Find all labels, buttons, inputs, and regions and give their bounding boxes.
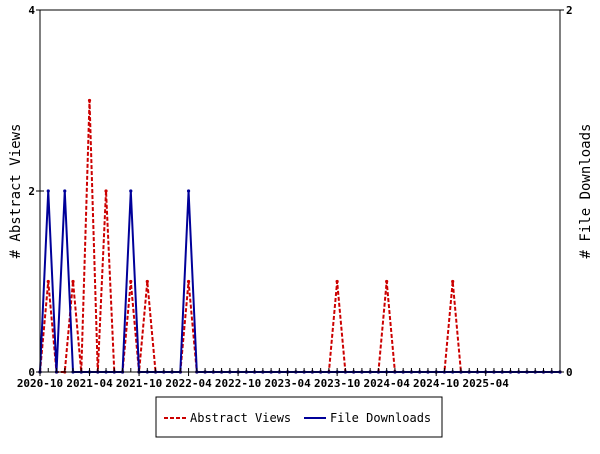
data-point: [71, 279, 75, 284]
data-point: [104, 189, 108, 193]
y-left-tick-label: 2: [28, 185, 35, 198]
series-line-2: [39, 190, 560, 373]
legend-label: Abstract Views: [190, 411, 291, 425]
x-tick-label: 2021-10: [116, 377, 162, 390]
data-point: [186, 279, 191, 284]
y-axis-right-title: # File Downloads: [578, 124, 594, 259]
y-left-tick-label: 4: [28, 4, 35, 17]
data-point: [385, 279, 389, 284]
data-point: [46, 189, 50, 193]
plot-frame: [39, 9, 561, 373]
series-line-1: [39, 100, 560, 373]
data-point: [335, 279, 339, 284]
plot-border: [39, 9, 561, 373]
x-tick-label: 2022-10: [215, 377, 261, 390]
legend-label: File Downloads: [330, 411, 431, 425]
x-tick-label: 2021-04: [66, 377, 113, 390]
x-tick-label: 2025-04: [463, 377, 510, 390]
data-point: [145, 279, 149, 284]
y-axis-left-title: # Abstract Views: [8, 124, 24, 259]
y-right-tick-label: 0: [566, 366, 573, 379]
data-point: [46, 279, 50, 284]
x-tick-label: 2022-04: [165, 377, 212, 390]
data-point: [87, 98, 92, 103]
x-tick-label: 2023-04: [264, 377, 311, 390]
y-right-tick-label: 2: [566, 4, 573, 17]
x-tick-label: 2024-10: [413, 377, 459, 390]
series-layer: [38, 98, 562, 374]
tick-layer: 2020-10 2021-04 2021-10 2022-04 2022-10 2023-…: [17, 4, 573, 390]
data-point: [451, 279, 455, 284]
data-point: [186, 189, 191, 193]
legend-box: [155, 396, 443, 438]
x-tick-label: 2023-10: [314, 377, 360, 390]
legend: Abstract Views File Downloads: [155, 396, 443, 438]
x-tick-label: 2024-04: [363, 377, 410, 390]
data-point: [129, 189, 133, 193]
data-point: [129, 279, 133, 284]
x-tick-label: 2020-10: [17, 377, 63, 390]
y-left-tick-label: 0: [28, 366, 35, 379]
data-point: [63, 189, 67, 193]
